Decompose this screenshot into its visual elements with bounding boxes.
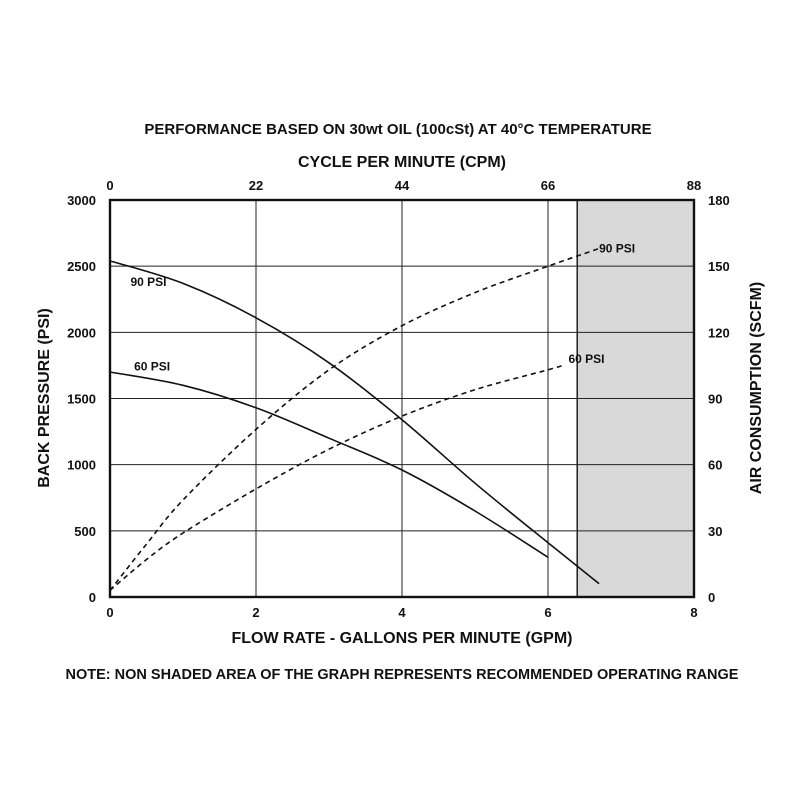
y2-tick-label: 90	[708, 392, 722, 407]
top-tick-label: 88	[687, 178, 701, 193]
chart-note: NOTE: NON SHADED AREA OF THE GRAPH REPRE…	[66, 667, 739, 683]
y-tick-label: 1500	[67, 392, 96, 407]
x-axis-title: FLOW RATE - GALLONS PER MINUTE (GPM)	[231, 630, 572, 647]
label-air-90psi: 90 PSI	[599, 242, 635, 256]
top-axis-title: CYCLE PER MINUTE (CPM)	[298, 154, 506, 171]
y2-tick-label: 150	[708, 259, 730, 274]
x-tick-label: 0	[106, 605, 113, 620]
y-tick-label: 2500	[67, 259, 96, 274]
y2-tick-label: 120	[708, 325, 730, 340]
label-air-60psi: 60 PSI	[568, 352, 604, 366]
chart-title: PERFORMANCE BASED ON 30wt OIL (100cSt) A…	[144, 121, 651, 138]
y-tick-label: 3000	[67, 193, 96, 208]
y2-tick-label: 0	[708, 590, 715, 605]
series-bp-60psi	[109, 371, 549, 558]
label-bp-90psi: 90 PSI	[130, 275, 166, 289]
y-tick-label: 0	[89, 590, 96, 605]
y2-tick-label: 180	[708, 193, 730, 208]
top-tick-label: 66	[541, 178, 555, 193]
top-tick-label: 44	[395, 178, 410, 193]
x-tick-label: 6	[544, 605, 551, 620]
series-air-60psi	[109, 364, 563, 592]
label-bp-60psi: 60 PSI	[134, 360, 170, 374]
plot-frame	[108, 198, 696, 599]
series-air-90psi	[109, 247, 600, 591]
y-tick-label: 500	[74, 524, 96, 539]
top-tick-label: 0	[106, 178, 113, 193]
y-tick-label: 2000	[67, 325, 96, 340]
x-tick-label: 4	[398, 605, 406, 620]
y2-tick-label: 30	[708, 524, 722, 539]
series-bp-90psi	[109, 260, 600, 585]
x-tick-label: 2	[252, 605, 259, 620]
y-axis-title: BACK PRESSURE (PSI)	[36, 308, 53, 488]
x-tick-label: 8	[690, 605, 697, 620]
y2-axis-title: AIR CONSUMPTION (SCFM)	[748, 282, 765, 494]
y2-tick-label: 60	[708, 458, 722, 473]
top-tick-label: 22	[249, 178, 263, 193]
y-tick-label: 1000	[67, 458, 96, 473]
